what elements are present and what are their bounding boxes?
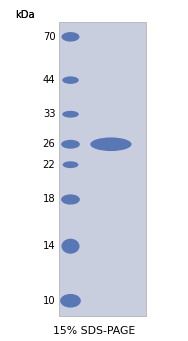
Text: 15% SDS-PAGE: 15% SDS-PAGE [53, 326, 135, 337]
Ellipse shape [61, 239, 80, 254]
Text: 33: 33 [43, 109, 55, 119]
Ellipse shape [90, 137, 132, 151]
Bar [59, 22, 146, 316]
Ellipse shape [63, 161, 78, 168]
Ellipse shape [62, 111, 79, 118]
Text: 44: 44 [43, 75, 55, 85]
Text: 18: 18 [43, 194, 55, 205]
Ellipse shape [61, 140, 80, 149]
Text: kDa: kDa [15, 10, 35, 20]
Text: 26: 26 [43, 139, 55, 149]
Text: 14: 14 [43, 241, 55, 251]
Text: 22: 22 [43, 160, 55, 170]
Ellipse shape [62, 76, 79, 84]
Ellipse shape [60, 294, 81, 308]
Ellipse shape [61, 32, 80, 42]
Text: 70: 70 [43, 32, 55, 42]
Text: kDa: kDa [15, 10, 35, 20]
Text: 10: 10 [43, 296, 55, 306]
Ellipse shape [61, 194, 80, 205]
